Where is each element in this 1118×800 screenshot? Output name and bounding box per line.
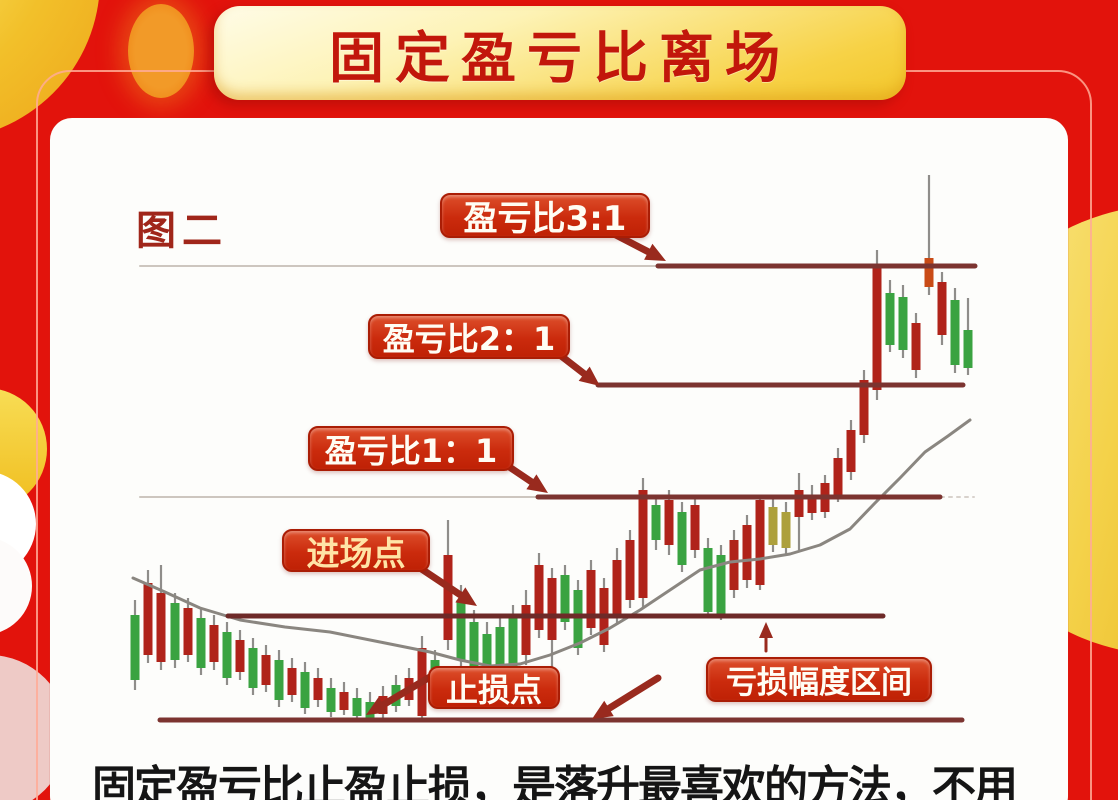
annotation-stop-loss-point: 止损点: [428, 666, 560, 709]
annotation-ratio-3-1: 盈亏比3:1: [440, 193, 650, 239]
caption-text: 固定盈亏比止盈止损，是落升最喜欢的方法，不用: [92, 762, 1018, 800]
annotation-loss-range: 亏损幅度区间: [706, 657, 932, 702]
annotation-ratio-2-1: 盈亏比2：1: [368, 314, 570, 359]
annotation-ratio-1-1: 盈亏比1：1: [308, 426, 514, 471]
annotation-entry-point: 进场点: [282, 529, 430, 573]
figure-label: 图二: [136, 208, 228, 254]
orange-ellipse-decoration: [128, 4, 194, 98]
title-banner: 固定盈亏比离场: [214, 6, 906, 100]
poster-title: 固定盈亏比离场: [328, 26, 791, 90]
